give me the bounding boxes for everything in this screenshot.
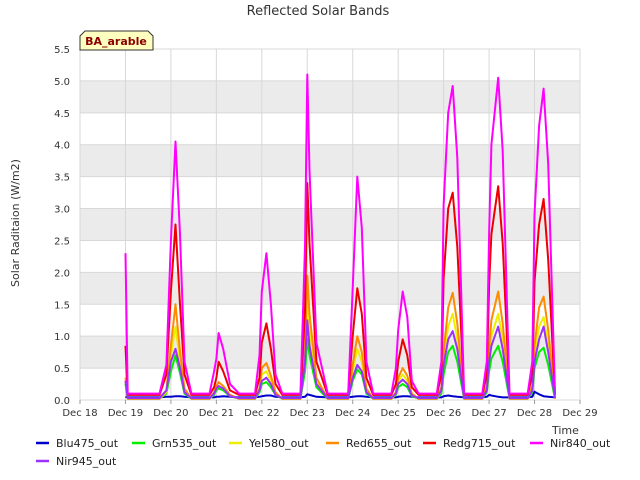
x-tick-label: Dec 25 [381,408,416,419]
legend-label: Yel580_out [248,437,309,450]
legend-item: Yel580_out [229,437,309,450]
x-tick-label: Dec 19 [108,408,143,419]
y-tick-label: 4.5 [54,109,70,120]
y-tick-label: 1.0 [54,332,70,343]
x-axis: Dec 18 Dec 19 Dec 20 Dec 21 Dec 22 Dec 23 Dec … [62,400,598,419]
legend-label: Nir945_out [56,455,117,468]
x-tick-label: Dec 21 [199,408,234,419]
x-tick-label: Dec 20 [153,408,188,419]
y-axis: 0.0 0.5 1.0 1.5 2.0 2.5 3.0 3.5 4.0 4.5 5.0 5.5 [54,45,70,407]
y-tick-label: 1.5 [54,300,70,311]
legend-item: Grn535_out [132,437,217,450]
x-tick-label: Dec 18 [62,408,97,419]
series-line-nir840-out [124,73,556,395]
grid-band [80,208,580,241]
chart-title: Reflected Solar Bands [247,4,390,19]
y-tick-label: 2.5 [54,236,70,247]
legend-item: Nir945_out [36,455,117,468]
x-tick-label: Dec 29 [562,408,597,419]
x-tick-label: Dec 22 [244,408,279,419]
y-tick-label: 0.5 [54,364,70,375]
y-tick-label: 4.0 [54,141,70,152]
x-tick-label: Dec 23 [290,408,325,419]
station-label: BA_arable [85,35,147,48]
y-tick-label: 0.0 [54,396,70,407]
legend-item: Nir840_out [530,437,611,450]
legend-item: Blu475_out [36,437,119,450]
grid-band [80,336,580,369]
x-tick-label: Dec 27 [471,408,506,419]
grid-band [80,144,580,177]
legend-label: Nir840_out [550,437,611,450]
series-line-nir945-out [124,319,556,400]
x-tick-label: Dec 28 [517,408,552,419]
legend-label: Red655_out [346,437,412,450]
y-tick-label: 3.5 [54,173,70,184]
legend-item: Red655_out [326,437,412,450]
legend-label: Grn535_out [152,437,217,450]
legend-label: Redg715_out [443,437,516,450]
x-tick-label: Dec 26 [426,408,461,419]
y-tick-label: 5.0 [54,77,70,88]
station-badge: BA_arable [79,30,154,51]
x-axis-label: Time [551,424,579,437]
grid-band [80,80,580,113]
y-axis-label: Solar Raditaion (W/m2) [9,159,22,287]
legend: Blu475_out Grn535_out Yel580_out Red655_out… [36,437,611,468]
legend-item: Redg715_out [423,437,516,450]
legend-label: Blu475_out [56,437,119,450]
y-tick-label: 5.5 [54,45,70,56]
station-badge-box [79,30,154,51]
x-tick-label: Dec 24 [335,408,370,419]
y-tick-label: 3.0 [54,205,70,216]
data-series [124,73,556,400]
y-tick-label: 2.0 [54,268,70,279]
